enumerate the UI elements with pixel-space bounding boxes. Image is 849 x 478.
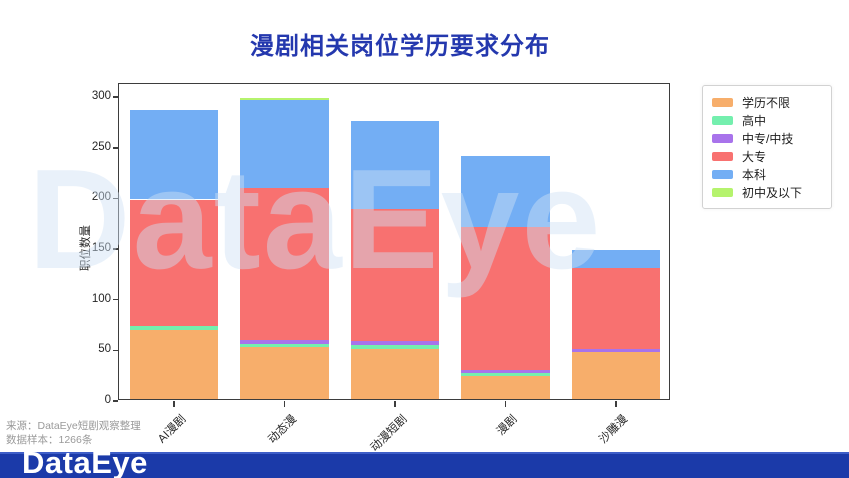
legend-item: 大专 [712, 147, 822, 165]
y-tick-mark [113, 248, 118, 250]
x-tick-label-text: AI漫剧 [156, 413, 189, 446]
x-tick-label-text: 漫剧 [495, 413, 520, 438]
bar-segment [461, 155, 550, 227]
legend-swatch [712, 97, 733, 107]
bar-segment [130, 326, 219, 331]
legend-item: 本科 [712, 165, 822, 183]
bar-segment [571, 250, 660, 269]
legend-swatch [712, 133, 733, 143]
legend-swatch [712, 187, 733, 197]
bar-segment [240, 98, 329, 101]
bar-segment [240, 188, 329, 341]
y-tick-mark [113, 147, 118, 149]
bar-segment [350, 349, 440, 399]
bar-segment [240, 344, 329, 348]
y-tick-mark [113, 96, 118, 98]
bar-segment [130, 330, 219, 399]
y-tick-mark [113, 197, 118, 200]
bar-segment [350, 208, 440, 342]
y-tick-label: 0 [104, 394, 111, 406]
bar-segment [240, 340, 329, 345]
legend-label: 学历不限 [742, 95, 791, 110]
legend-label: 中专/中技 [742, 131, 794, 146]
bar-segment [461, 372, 550, 376]
y-tick-label: 50 [98, 343, 111, 356]
y-tick-mark [113, 400, 118, 402]
y-axis-label: 职位数量 [80, 225, 92, 271]
source-note: 来源：DataEye短剧观察整理 数据样本：1266条 [6, 419, 141, 447]
source-line: 来源：DataEye短剧观察整理 [6, 420, 141, 432]
y-tick-label: 300 [91, 90, 111, 103]
x-tick-label-text: 沙雕漫 [597, 413, 631, 447]
legend-swatch [712, 169, 733, 179]
bar-segment [461, 375, 550, 399]
legend-item: 初中及以下 [712, 183, 822, 201]
y-tick-label: 200 [91, 191, 111, 204]
legend-label: 本科 [742, 167, 767, 182]
legend-item: 中专/中技 [712, 129, 822, 147]
legend-label: 高中 [742, 113, 767, 128]
sample-size-line: 数据样本：1266条 [6, 434, 93, 446]
y-tick-label: 250 [91, 140, 111, 153]
bar-segment [350, 345, 440, 350]
x-tick-mark [615, 401, 617, 407]
x-tick-label-text: 动态漫 [266, 413, 300, 447]
bar-segment [130, 110, 219, 200]
y-tick-label: 150 [91, 242, 111, 255]
legend: 学历不限高中中专/中技大专本科初中及以下 [702, 85, 832, 209]
bar-segment [571, 352, 660, 399]
bar-segment [240, 100, 329, 189]
bar-segment [461, 226, 550, 370]
x-tick-mark [504, 401, 507, 407]
legend-label: 大专 [742, 149, 767, 164]
bar-segment [350, 120, 440, 209]
x-tick-mark [283, 401, 286, 407]
legend-label: 初中及以下 [742, 185, 803, 200]
plot-area: AI漫剧 动态漫 动漫短剧 漫剧 沙雕漫 0 50 100 150 200 250 300 [92, 83, 670, 454]
dataeye-logo: DataEye [22, 445, 148, 478]
y-tick-mark [113, 298, 118, 301]
legend-swatch [712, 151, 733, 161]
x-tick-label-text: 动漫短剧 [368, 413, 410, 455]
x-tick-mark [173, 401, 175, 407]
legend-item: 高中 [712, 111, 822, 129]
y-tick-mark [113, 349, 118, 352]
bar-segment [350, 341, 440, 346]
bar-segment [130, 199, 219, 327]
bar-segment [461, 369, 550, 373]
chart-title: 漫剧相关岗位学历要求分布 [250, 33, 550, 60]
legend-item: 学历不限 [712, 93, 822, 111]
bar-segment [571, 268, 660, 350]
legend-swatch [712, 115, 733, 125]
footer-bar: DataEye [0, 445, 849, 478]
bars-container [119, 84, 669, 399]
bar-segment [571, 349, 660, 353]
bar-segment [240, 347, 329, 399]
x-tick-mark [394, 401, 396, 407]
y-tick-label: 100 [91, 292, 111, 305]
